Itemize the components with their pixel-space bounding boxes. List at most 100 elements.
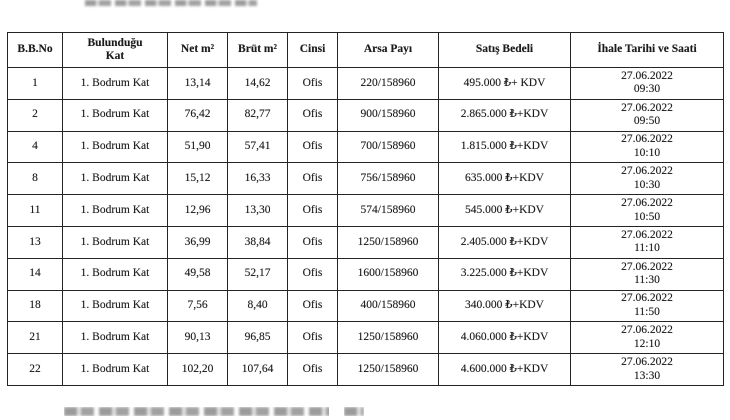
cell-ihale-date: 27.06.2022 [621, 260, 673, 273]
cell-arsa-payi: 1600/158960 [337, 257, 439, 291]
cell-ihale-tarihi: 27.06.2022 13:30 [570, 353, 724, 386]
cell-cinsi: Ofis [287, 98, 338, 132]
table-row: 8 1. Bodrum Kat 15,12 16,33 Ofis 756/158… [7, 162, 724, 196]
cell-bbno: 13 [7, 225, 63, 259]
cell-net-m2: 49,58 [167, 257, 228, 291]
cell-ihale-tarihi: 27.06.2022 09:30 [570, 67, 724, 100]
cell-bbno: 21 [7, 321, 63, 355]
cell-bbno: 2 [7, 98, 63, 132]
cell-ihale-time: 12:10 [633, 337, 661, 350]
header-brut-m2: Brüt m² [227, 32, 288, 68]
cell-satis-bedeli: 340.000 ₺+KDV [438, 289, 571, 323]
cell-cinsi: Ofis [287, 162, 338, 196]
cell-satis-bedeli: 1.815.000 ₺+KDV [438, 130, 571, 164]
cell-bbno: 18 [7, 289, 63, 323]
cell-ihale-time: 11:50 [634, 305, 660, 318]
cell-ihale-time: 09:50 [633, 115, 661, 128]
header-row: B.B.No Bulunduğu Kat Net m² Brüt m² Cins… [7, 32, 724, 68]
cell-net-m2: 102,20 [167, 353, 228, 386]
cell-satis-bedeli: 4.060.000 ₺+KDV [438, 321, 571, 355]
table-row: 18 1. Bodrum Kat 7,56 8,40 Ofis 400/1589… [7, 289, 724, 323]
cell-ihale-date: 27.06.2022 [621, 165, 673, 178]
header-bbno: B.B.No [7, 32, 63, 68]
cell-ihale-date: 27.06.2022 [621, 133, 673, 146]
cell-ihale-date: 27.06.2022 [621, 292, 673, 305]
cell-satis-bedeli: 2.865.000 ₺+KDV [438, 98, 571, 132]
cell-net-m2: 76,42 [167, 98, 228, 132]
cell-bulundugu-kat: 1. Bodrum Kat [62, 162, 168, 196]
cell-arsa-payi: 220/158960 [337, 67, 439, 100]
cell-bbno: 4 [7, 130, 63, 164]
header-bulundugu-kat-line1: Bulunduğu [87, 36, 143, 49]
cell-cinsi: Ofis [287, 194, 338, 227]
cell-brut-m2: 8,40 [227, 289, 288, 323]
cell-ihale-tarihi: 27.06.2022 11:30 [570, 257, 724, 291]
table-row: 14 1. Bodrum Kat 49,58 52,17 Ofis 1600/1… [7, 257, 724, 291]
cell-brut-m2: 107,64 [227, 353, 288, 386]
cell-brut-m2: 96,85 [227, 321, 288, 355]
table-row: 21 1. Bodrum Kat 90,13 96,85 Ofis 1250/1… [7, 321, 724, 355]
cell-ihale-time: 11:10 [634, 242, 660, 255]
cell-arsa-payi: 574/158960 [337, 194, 439, 227]
header-cinsi: Cinsi [287, 32, 338, 68]
cell-net-m2: 13,14 [167, 67, 228, 100]
header-ihale-tarihi: İhale Tarihi ve Saati [570, 32, 724, 68]
cell-ihale-tarihi: 27.06.2022 11:10 [570, 225, 724, 259]
cell-bulundugu-kat: 1. Bodrum Kat [62, 194, 168, 227]
cell-ihale-tarihi: 27.06.2022 10:50 [570, 194, 724, 227]
cell-ihale-date: 27.06.2022 [621, 324, 673, 337]
cell-bulundugu-kat: 1. Bodrum Kat [62, 353, 168, 386]
cell-ihale-time: 10:30 [633, 178, 661, 191]
cell-ihale-date: 27.06.2022 [621, 228, 673, 241]
cell-arsa-payi: 1250/158960 [337, 353, 439, 386]
cell-ihale-time: 10:50 [633, 210, 661, 223]
cell-cinsi: Ofis [287, 321, 338, 355]
cell-arsa-payi: 1250/158960 [337, 225, 439, 259]
cell-ihale-time: 13:30 [633, 369, 661, 382]
cell-satis-bedeli: 3.225.000 ₺+KDV [438, 257, 571, 291]
cell-brut-m2: 38,84 [227, 225, 288, 259]
cell-arsa-payi: 700/158960 [337, 130, 439, 164]
cell-bulundugu-kat: 1. Bodrum Kat [62, 98, 168, 132]
cell-bulundugu-kat: 1. Bodrum Kat [62, 67, 168, 100]
header-bulundugu-kat-line2: Kat [105, 50, 125, 62]
cell-ihale-tarihi: 27.06.2022 11:50 [570, 289, 724, 323]
cell-bbno: 11 [7, 194, 63, 227]
cell-bbno: 22 [7, 353, 63, 386]
cell-ihale-date: 27.06.2022 [621, 101, 673, 114]
cell-bbno: 8 [7, 162, 63, 196]
cell-ihale-date: 27.06.2022 [621, 356, 673, 369]
table-body: 1 1. Bodrum Kat 13,14 14,62 Ofis 220/158… [7, 67, 724, 386]
cell-ihale-time: 10:10 [633, 146, 661, 159]
cell-net-m2: 90,13 [167, 321, 228, 355]
cell-bbno: 14 [7, 257, 63, 291]
cell-bbno: 1 [7, 67, 63, 100]
cell-net-m2: 51,90 [167, 130, 228, 164]
cropped-text-artifact-bottom [64, 407, 364, 416]
cell-ihale-time: 11:30 [634, 274, 660, 287]
cell-net-m2: 12,96 [167, 194, 228, 227]
cell-bulundugu-kat: 1. Bodrum Kat [62, 225, 168, 259]
cell-arsa-payi: 756/158960 [337, 162, 439, 196]
cell-arsa-payi: 400/158960 [337, 289, 439, 323]
header-net-m2: Net m² [167, 32, 228, 68]
cell-bulundugu-kat: 1. Bodrum Kat [62, 130, 168, 164]
cell-satis-bedeli: 2.405.000 ₺+KDV [438, 225, 571, 259]
cell-net-m2: 7,56 [167, 289, 228, 323]
cell-satis-bedeli: 4.600.000 ₺+KDV [438, 353, 571, 386]
table-row: 4 1. Bodrum Kat 51,90 57,41 Ofis 700/158… [7, 130, 724, 164]
cell-bulundugu-kat: 1. Bodrum Kat [62, 257, 168, 291]
cell-bulundugu-kat: 1. Bodrum Kat [62, 289, 168, 323]
cell-satis-bedeli: 545.000 ₺+KDV [438, 194, 571, 227]
cell-arsa-payi: 900/158960 [337, 98, 439, 132]
cell-ihale-tarihi: 27.06.2022 10:10 [570, 130, 724, 164]
cell-ihale-tarihi: 27.06.2022 09:50 [570, 98, 724, 132]
cell-bulundugu-kat: 1. Bodrum Kat [62, 321, 168, 355]
cell-brut-m2: 14,62 [227, 67, 288, 100]
cell-ihale-time: 09:30 [633, 83, 661, 96]
table-header: B.B.No Bulunduğu Kat Net m² Brüt m² Cins… [7, 32, 724, 68]
table-row: 2 1. Bodrum Kat 76,42 82,77 Ofis 900/158… [7, 98, 724, 132]
table-row: 1 1. Bodrum Kat 13,14 14,62 Ofis 220/158… [7, 67, 724, 100]
cell-cinsi: Ofis [287, 353, 338, 386]
